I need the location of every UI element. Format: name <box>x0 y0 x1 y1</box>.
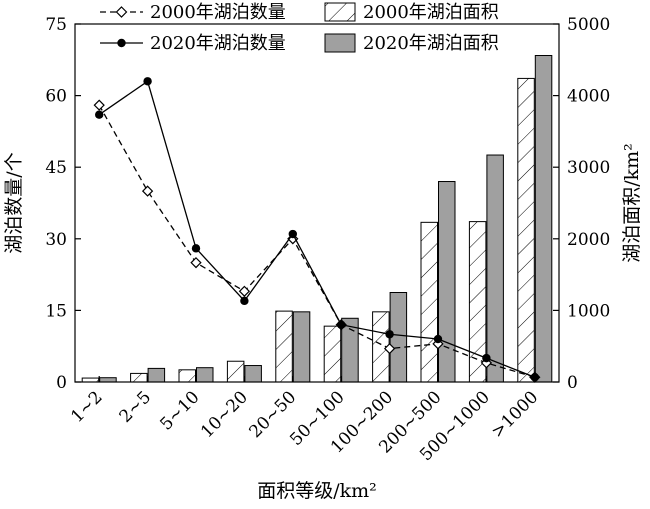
bar-2000-area-7 <box>420 221 438 383</box>
point-2020-count-0 <box>95 110 104 119</box>
bar-2020-area-0 <box>99 377 117 383</box>
y-axis-left-title: 湖泊数量/个 <box>3 152 25 253</box>
legend-label-2000-area: 2000年湖泊面积 <box>363 2 499 23</box>
bar-2000-area-9 <box>517 77 535 383</box>
point-2000-count-0 <box>93 99 105 111</box>
y-left-tick-label-4: 60 <box>45 87 67 107</box>
bar-2020-area-1 <box>147 367 166 383</box>
bars-layer <box>81 55 553 383</box>
point-2000-count-1 <box>141 185 154 197</box>
point-2020-count-1 <box>143 77 152 86</box>
y-axis-right-title: 湖泊面积/km² <box>621 143 643 263</box>
x-tick-label-9: >1000 <box>488 387 543 442</box>
legend: 2000年湖泊数量 2020年湖泊数量 2000年湖泊面积 2020年湖泊面积 <box>100 2 499 54</box>
point-2020-count-4 <box>288 229 297 239</box>
x-tick-label-1: 2~5 <box>116 387 156 427</box>
point-2000-count-3 <box>238 285 251 297</box>
bar-2000-area-2 <box>178 369 196 383</box>
point-2000-count-8 <box>480 357 493 369</box>
point-2000-count-4 <box>287 233 299 245</box>
point-2000-count-2 <box>190 257 202 269</box>
plot-frame <box>74 23 560 383</box>
bar-2020-area-4 <box>292 311 311 383</box>
point-2020-count-3 <box>240 296 249 306</box>
x-tick-label-0: 1~2 <box>67 387 107 427</box>
y-left-tick-label-5: 75 <box>45 15 67 35</box>
bar-2020-area-2 <box>196 367 214 383</box>
point-2020-count-7 <box>433 334 443 344</box>
point-2020-count-8 <box>482 353 491 363</box>
line-2020-count <box>98 80 536 378</box>
y-left-tick-label-1: 15 <box>45 301 67 321</box>
y-right-tick-label-3: 3000 <box>567 158 610 178</box>
y-right-tick-label-1: 1000 <box>567 301 610 321</box>
bar-2020-area-9 <box>534 55 553 383</box>
legend-label-2000-count: 2000年湖泊数量 <box>150 2 286 23</box>
legend-item-2000-area: 2000年湖泊面积 <box>324 2 499 23</box>
bar-2020-area-8 <box>486 154 504 383</box>
legend-item-2000-count: 2000年湖泊数量 <box>100 2 286 23</box>
bar-2020-area-3 <box>244 365 262 383</box>
y-right-tick-label-4: 4000 <box>567 87 610 107</box>
x-tick-label-3: 10~20 <box>197 387 252 442</box>
ticks-layer <box>75 23 559 383</box>
point-2020-count-6 <box>385 330 394 339</box>
legend-item-2020-count: 2020年湖泊数量 <box>100 33 286 54</box>
bar-2000-area-5 <box>323 325 342 383</box>
legend-label-2020-count: 2020年湖泊数量 <box>150 33 286 54</box>
bar-2000-area-1 <box>130 372 148 383</box>
x-axis-title: 面积等级/km² <box>257 480 377 502</box>
point-2020-count-5 <box>337 320 346 329</box>
y-right-tick-label-2: 2000 <box>567 230 610 250</box>
y-left-tick-label-3: 45 <box>45 158 67 178</box>
y-right-tick-label-5: 5000 <box>567 15 610 35</box>
line-2000-count <box>98 104 535 378</box>
y-right-tick-label-0: 0 <box>567 373 578 393</box>
point-2020-count-9 <box>530 373 539 382</box>
y-left-tick-label-2: 30 <box>45 230 67 250</box>
legend-item-2020-area: 2020年湖泊面积 <box>324 33 499 54</box>
bar-2020-area-6 <box>389 292 408 383</box>
point-2020-count-2 <box>191 244 201 253</box>
y-left-tick-label-0: 0 <box>56 373 67 393</box>
point-2000-count-6 <box>383 342 396 355</box>
lines-layer <box>93 77 541 383</box>
bar-2000-area-4 <box>275 310 293 383</box>
legend-label-2020-area: 2020年湖泊面积 <box>363 33 499 54</box>
bar-2020-area-7 <box>438 181 456 383</box>
bar-2000-area-3 <box>226 360 245 383</box>
